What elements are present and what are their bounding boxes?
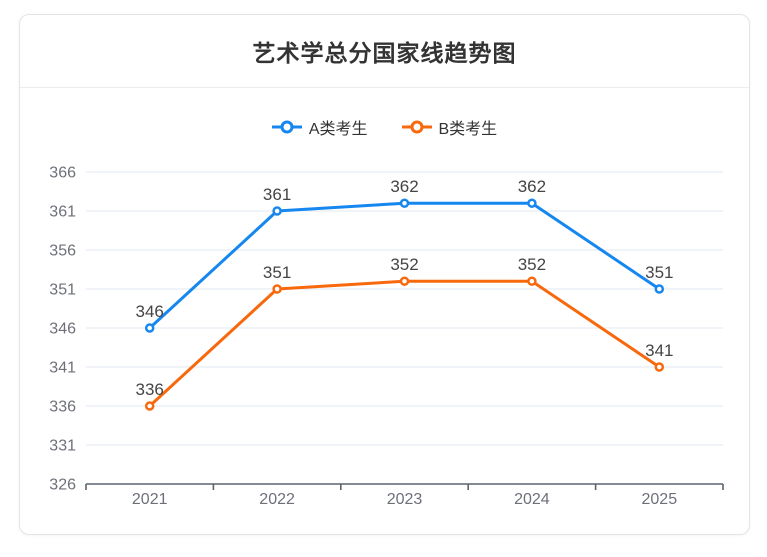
data-point[interactable] [272, 284, 282, 294]
legend-item[interactable]: A类考生 [271, 115, 368, 139]
y-axis-tick-label: 356 [49, 243, 76, 260]
chart-legend: A类考生 B类考生 [20, 112, 749, 142]
data-point-label: 351 [645, 263, 673, 282]
data-point-label: 362 [390, 177, 418, 196]
legend-marker-icon [401, 120, 432, 134]
data-point-label: 341 [645, 341, 673, 360]
y-axis-tick-label: 341 [49, 360, 76, 377]
data-point-label: 336 [136, 380, 164, 399]
x-axis-tick-label: 2021 [132, 491, 168, 508]
data-point-label: 352 [518, 255, 546, 274]
x-axis-tick-label: 2024 [514, 491, 550, 508]
y-axis-tick-label: 336 [49, 399, 76, 416]
y-axis-tick-label: 331 [49, 438, 76, 455]
data-point[interactable] [144, 401, 155, 411]
data-point[interactable] [654, 284, 665, 294]
y-axis-tick-label: 366 [49, 165, 76, 182]
data-point[interactable] [527, 198, 537, 208]
data-point[interactable] [144, 323, 155, 333]
data-point[interactable] [527, 276, 537, 286]
legend-label: A类考生 [308, 121, 368, 138]
data-point-label: 352 [390, 255, 418, 274]
data-point[interactable] [399, 276, 410, 286]
y-axis-tick-label: 351 [49, 282, 76, 299]
data-point-label: 362 [518, 177, 546, 196]
y-axis-tick-label: 326 [49, 477, 76, 494]
data-point[interactable] [654, 362, 665, 372]
x-axis-tick-label: 2025 [642, 491, 678, 508]
y-axis-tick-label: 361 [49, 204, 76, 221]
line-chart: 326 331 336 341 346 351 356 361 366 2021 2022 2023 2… [49, 165, 724, 508]
legend-item[interactable]: B类考生 [401, 115, 498, 139]
data-point-label: 346 [136, 302, 164, 321]
y-axis-tick-label: 346 [49, 321, 76, 338]
data-point-label: 351 [263, 263, 291, 282]
x-axis-tick-label: 2023 [387, 491, 423, 508]
data-point-label: 361 [263, 185, 291, 204]
data-point[interactable] [399, 198, 410, 208]
chart-title: 艺术学总分国家线趋势图 [252, 40, 517, 66]
series-line-B类考生 [148, 279, 661, 408]
legend-label: B类考生 [438, 121, 498, 138]
x-axis-tick-label: 2022 [259, 491, 295, 508]
data-point[interactable] [272, 206, 282, 216]
legend-marker-icon [271, 120, 302, 134]
chart-header: 艺术学总分国家线趋势图 [20, 15, 749, 88]
chart-card: 艺术学总分国家线趋势图 A类考生 B类考生 326 331 336 341 346 351 3… [19, 14, 750, 535]
